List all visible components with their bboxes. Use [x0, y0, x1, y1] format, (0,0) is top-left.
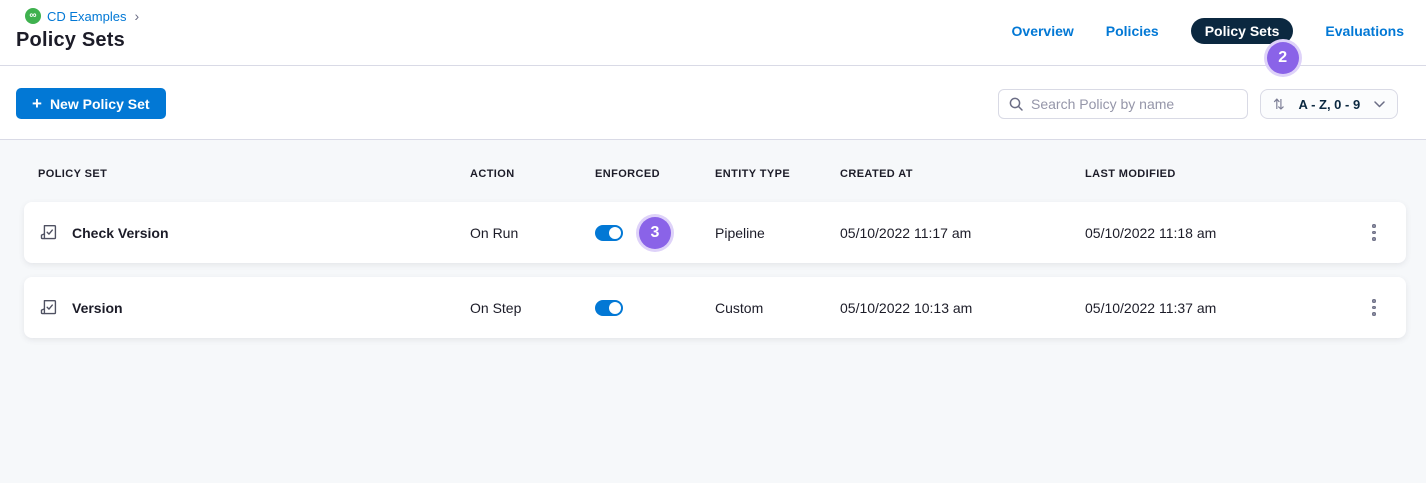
created-at-value: 05/10/2022 10:13 am — [840, 299, 973, 316]
action-value: On Step — [470, 299, 522, 316]
policy-set-list: Policy Set Action Enforced Entity Type C… — [0, 140, 1426, 338]
search-input[interactable] — [998, 89, 1248, 119]
enforced-toggle[interactable] — [595, 299, 623, 316]
sort-arrows-icon: ⇅ — [1273, 96, 1285, 112]
toolbar: + New Policy Set ⇅ A - Z, 0 - 9 — [0, 66, 1426, 140]
column-header-entity-type: Entity Type — [715, 168, 791, 180]
column-header-policy-set: Policy Set — [38, 168, 108, 180]
table-row[interactable]: Check Version On Run 3 Pipeline 05/10/20… — [24, 202, 1406, 263]
page-title: Policy Sets — [16, 29, 125, 51]
governance-nav-tabs: Overview Policies Policy Sets 2 Evaluati… — [1011, 18, 1404, 74]
last-modified-value: 05/10/2022 11:37 am — [1085, 299, 1217, 316]
tutorial-step-3-badge: 3 — [639, 216, 671, 249]
table-header-row: Policy Set Action Enforced Entity Type C… — [24, 168, 1406, 202]
policy-set-name: Check Version — [72, 224, 169, 241]
column-header-enforced: Enforced — [595, 168, 660, 180]
tab-overview[interactable]: Overview — [1011, 23, 1074, 39]
page-header: ∞ CD Examples › Policy Sets Overview Pol… — [0, 0, 1426, 74]
last-modified-value: 05/10/2022 11:18 am — [1085, 224, 1217, 241]
action-value: On Run — [470, 224, 519, 241]
policy-set-name: Version — [72, 299, 123, 316]
plus-icon: + — [32, 94, 42, 113]
kebab-menu-icon[interactable] — [1362, 292, 1386, 324]
enforced-toggle[interactable] — [595, 224, 623, 241]
kebab-menu-icon[interactable] — [1362, 217, 1386, 249]
policy-set-icon — [38, 222, 60, 244]
tab-policy-sets-label: Policy Sets — [1204, 23, 1280, 39]
new-policy-set-button[interactable]: + New Policy Set — [16, 88, 166, 119]
breadcrumb-project-link[interactable]: CD Examples — [47, 8, 127, 24]
created-at-value: 05/10/2022 11:17 am — [840, 224, 972, 241]
tab-policy-sets[interactable]: Policy Sets 2 — [1190, 18, 1299, 74]
column-header-last-modified: Last Modified — [1085, 168, 1176, 180]
sort-dropdown-value: A - Z, 0 - 9 — [1298, 96, 1361, 112]
policy-set-icon — [38, 297, 60, 319]
sort-dropdown[interactable]: ⇅ A - Z, 0 - 9 — [1260, 89, 1398, 119]
tab-policies[interactable]: Policies — [1105, 23, 1159, 39]
entity-type-value: Pipeline — [715, 224, 765, 241]
tab-evaluations[interactable]: Evaluations — [1325, 23, 1404, 39]
search-box — [998, 89, 1248, 119]
tutorial-step-2-badge: 2 — [1266, 42, 1299, 74]
chevron-right-icon: › — [134, 8, 140, 24]
new-policy-set-button-label: New Policy Set — [49, 95, 150, 112]
cd-module-icon: ∞ — [25, 8, 41, 24]
breadcrumb: ∞ CD Examples › — [25, 8, 139, 24]
chevron-down-icon — [1374, 100, 1385, 108]
table-row[interactable]: Version On Step Custom 05/10/2022 10:13 … — [24, 277, 1406, 338]
column-header-action: Action — [470, 168, 515, 180]
entity-type-value: Custom — [715, 299, 764, 316]
column-header-created-at: Created At — [840, 168, 913, 180]
